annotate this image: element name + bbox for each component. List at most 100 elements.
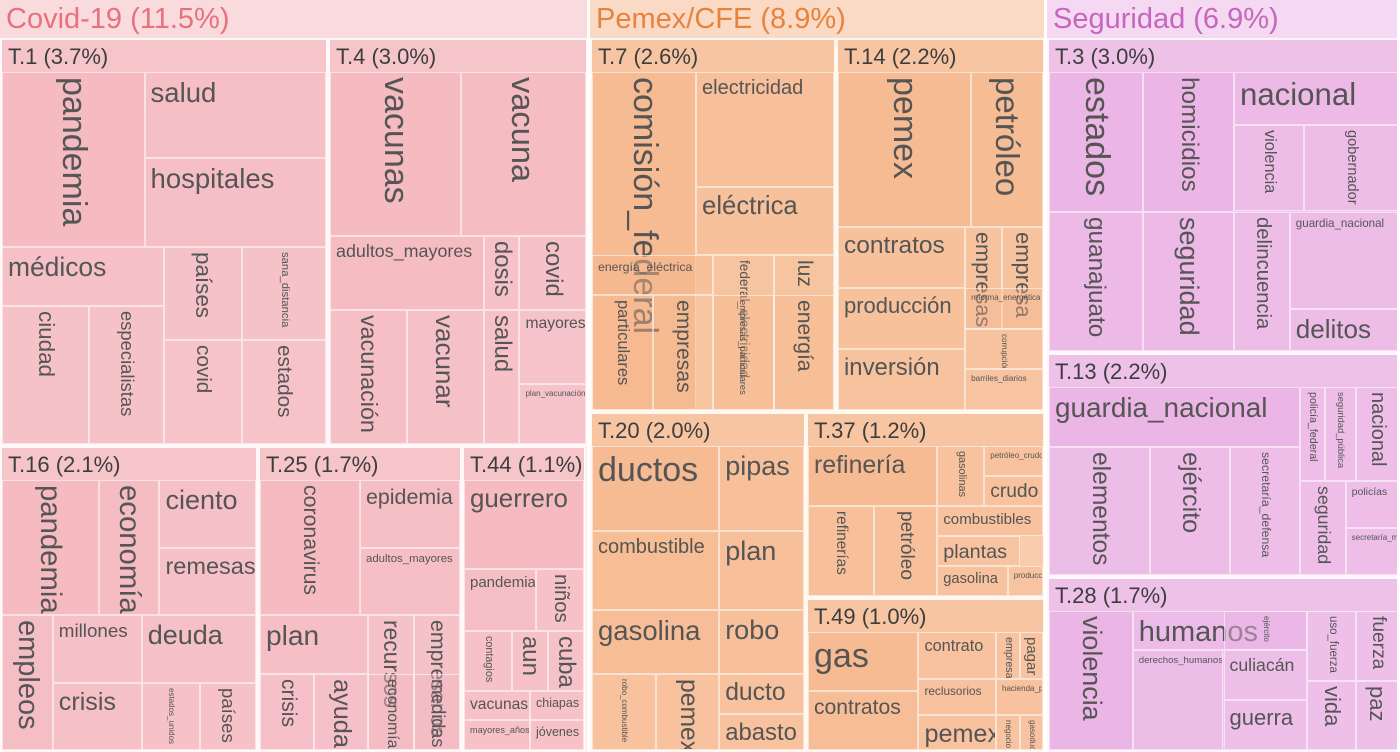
word-label: refinerías <box>833 511 851 575</box>
word-label: crisis <box>276 679 300 728</box>
word-tile: abasto <box>719 713 804 750</box>
word-label: contagios <box>482 636 495 683</box>
word-label: medidas <box>427 679 448 748</box>
word-tile: economía <box>98 480 160 615</box>
word-tile: contratos <box>838 227 966 289</box>
word-label: policías <box>1351 486 1388 498</box>
topic-label: T.3 (3.0%) <box>1049 40 1397 72</box>
word-tile: medidas <box>414 674 460 750</box>
word-tile: dosis <box>483 235 520 311</box>
word-tile: delincuencia <box>1233 211 1290 351</box>
word-tile: empresas <box>652 295 713 410</box>
word-tile: covid <box>164 339 242 444</box>
word-tile: empresa <box>996 632 1020 680</box>
word-label: empresa <box>1002 637 1015 679</box>
word-label: dosis <box>488 240 516 297</box>
treemap-topic: T.1 (3.7%) pandemia salud hospitales médicos… <box>0 38 328 446</box>
topic-label: T.7 (2.6%) <box>592 40 834 72</box>
word-label: inversión <box>844 354 940 382</box>
word-label: particulares <box>614 300 633 386</box>
word-tile: empleos <box>2 615 53 750</box>
word-label: niños <box>550 574 573 623</box>
word-tile: ciudad <box>2 306 90 444</box>
word-tile: jóvenes <box>530 720 584 750</box>
word-tile: coronavirus <box>260 480 360 615</box>
word-label: economía <box>383 679 401 749</box>
word-label: guerrero <box>470 485 568 513</box>
word-tile: mayores_años <box>464 720 530 750</box>
word-label: vida <box>1319 685 1345 726</box>
topic-label: T.16 (2.1%) <box>2 448 256 480</box>
word-label: crudo <box>990 481 1039 502</box>
word-tile: secretaría_marina <box>1345 528 1397 575</box>
word-label: reforma_energética <box>971 293 1041 303</box>
word-label: mayores_años <box>470 725 530 736</box>
word-label: ductos <box>598 451 699 489</box>
word-tile: petróleo_crudo <box>984 446 1043 476</box>
word-label: guerra <box>1229 704 1294 730</box>
word-label: gasolina <box>943 571 998 587</box>
word-label: paz <box>1365 685 1391 721</box>
word-tile: deuda <box>141 615 256 683</box>
word-tile: estados <box>1049 72 1144 212</box>
word-label: nacional <box>1239 77 1357 112</box>
word-tile: contrato <box>918 632 996 680</box>
word-label: humanos <box>1138 616 1259 648</box>
word-tile: covid <box>519 235 586 311</box>
word-tile: electricidad <box>696 72 834 187</box>
word-label: mayores <box>525 315 586 333</box>
word-tile: producción <box>1007 566 1043 596</box>
word-tile: plan <box>260 615 368 675</box>
word-tile: niños <box>536 569 584 632</box>
word-tile: policía_federal <box>1300 387 1325 481</box>
word-label: fuerza <box>1367 616 1389 670</box>
word-tile: pandemia <box>464 569 536 632</box>
word-tile: secretaría_defensa <box>1230 447 1301 575</box>
word-tile: seguridad <box>1143 211 1234 351</box>
word-label: nacional <box>1367 392 1390 467</box>
word-label: pemex <box>886 77 925 180</box>
word-tile: corrupción <box>965 328 1043 370</box>
word-label: especialistas <box>116 311 138 417</box>
word-tile: guerra <box>1223 699 1308 750</box>
word-label: crisis <box>58 687 116 716</box>
word-tile: economía <box>368 674 414 750</box>
word-tile: policías <box>1345 481 1397 528</box>
group-title: Covid-19 (11.5%) <box>0 0 587 38</box>
word-tile: ducto <box>719 674 804 714</box>
word-label: electricidad <box>702 77 804 99</box>
word-label: salud <box>488 315 516 373</box>
word-label: gasolinas <box>955 451 968 498</box>
word-tile: petróleo <box>873 506 938 596</box>
word-label: adultos_mayores <box>336 240 473 261</box>
word-label: delincuencia <box>1252 216 1274 329</box>
word-label: cuba <box>553 636 581 688</box>
word-tile: empresas_particulares <box>713 295 774 410</box>
word-tile: crisis <box>52 682 142 750</box>
word-label: plan_vacunación <box>525 389 586 399</box>
word-tile: refinería <box>808 446 938 506</box>
word-tile: nacional <box>1233 72 1397 125</box>
treemap-topic: T.13 (2.2%) guardia_nacional policía_feder… <box>1047 353 1397 577</box>
word-tile: hospitales <box>144 157 326 247</box>
word-tile: homicidios <box>1143 72 1234 212</box>
word-label: guardia_nacional <box>1055 392 1268 423</box>
word-tile: combustibles <box>937 506 1043 536</box>
word-tile: gasolina <box>937 566 1008 596</box>
word-label: eléctrica <box>702 191 798 220</box>
word-label: gobernador <box>1343 130 1360 205</box>
word-label: energía <box>793 300 817 372</box>
topic-label: T.13 (2.2%) <box>1049 355 1397 387</box>
treemap-group: Pemex/CFE (8.9%) T.7 (2.6%) comisión_feder… <box>590 0 1047 752</box>
word-tile: robo_combustible <box>592 674 656 750</box>
word-label: robo_combustible <box>620 679 630 743</box>
topic-label: T.14 (2.2%) <box>838 40 1043 72</box>
word-label: delitos <box>1295 314 1371 345</box>
word-label: millones <box>58 620 128 641</box>
word-label: violencia <box>1260 130 1279 194</box>
treemap-topic: T.14 (2.2%) pemex petróleo contratos empresa… <box>836 38 1044 412</box>
word-tile: gasolina <box>592 610 720 674</box>
word-tile: violencia <box>1233 125 1304 212</box>
word-label: pemex <box>674 679 702 750</box>
